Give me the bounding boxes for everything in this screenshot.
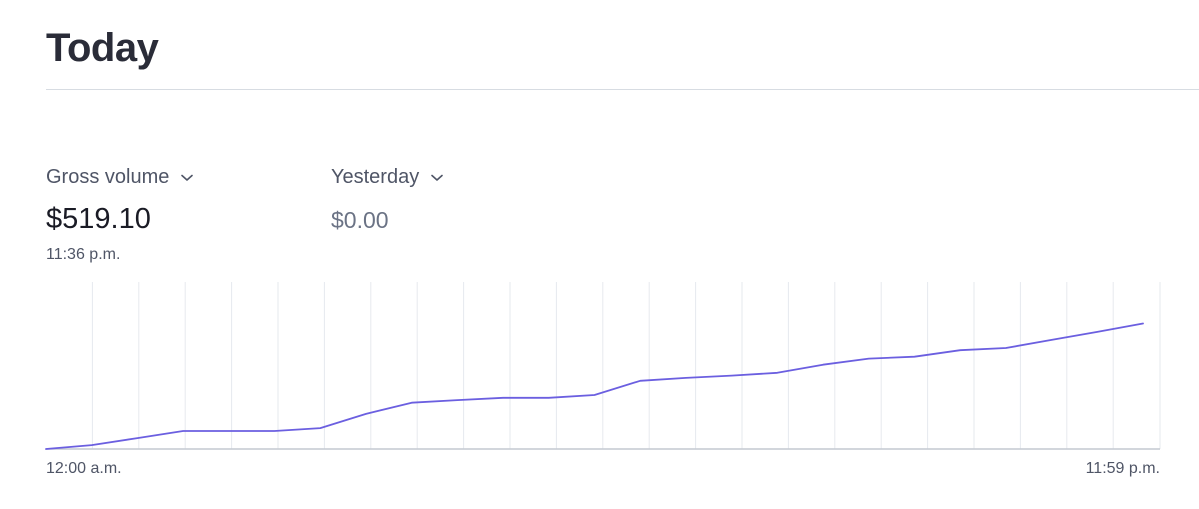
data-point (958, 348, 962, 352)
chevron-down-icon (431, 174, 444, 181)
data-point (730, 374, 734, 378)
data-point (181, 429, 185, 433)
data-point (821, 363, 825, 367)
data-point (638, 379, 642, 383)
compare-dropdown-button[interactable]: Yesterday (331, 166, 444, 189)
compare-label: Yesterday (331, 166, 420, 188)
yesterday-value: $0.00 (331, 207, 389, 233)
data-point (455, 398, 459, 402)
compare-selector[interactable]: Yesterday (331, 166, 444, 189)
data-point (1141, 322, 1145, 326)
data-point (1004, 346, 1008, 350)
data-point (410, 401, 414, 405)
data-point (1050, 338, 1054, 342)
data-point (135, 436, 139, 440)
data-point (867, 357, 871, 361)
gross-volume-value: $519.10 (46, 203, 151, 235)
latest-time: 11:36 p.m. (46, 246, 121, 263)
x-axis-end-label: 11:59 p.m. (1085, 460, 1160, 477)
gross-volume-chart (44, 282, 1161, 451)
metric-label: Gross volume (46, 166, 170, 188)
page-title: Today (46, 26, 159, 70)
data-point (227, 429, 231, 433)
data-point (90, 443, 94, 447)
chevron-down-icon (181, 174, 194, 181)
data-point (273, 429, 277, 433)
header-divider (46, 89, 1199, 90)
data-point (1095, 330, 1099, 334)
data-point (44, 447, 48, 451)
metric-dropdown-button[interactable]: Gross volume (46, 166, 194, 189)
data-point (913, 355, 917, 359)
series-line (45, 322, 1144, 450)
data-point (364, 412, 368, 416)
data-point (775, 371, 779, 375)
data-point (593, 393, 597, 397)
data-point (684, 376, 688, 380)
data-point (547, 396, 551, 400)
x-axis-start-label: 12:00 a.m. (46, 460, 122, 477)
metric-selector[interactable]: Gross volume (46, 166, 194, 189)
data-point (501, 396, 505, 400)
data-point (318, 426, 322, 430)
